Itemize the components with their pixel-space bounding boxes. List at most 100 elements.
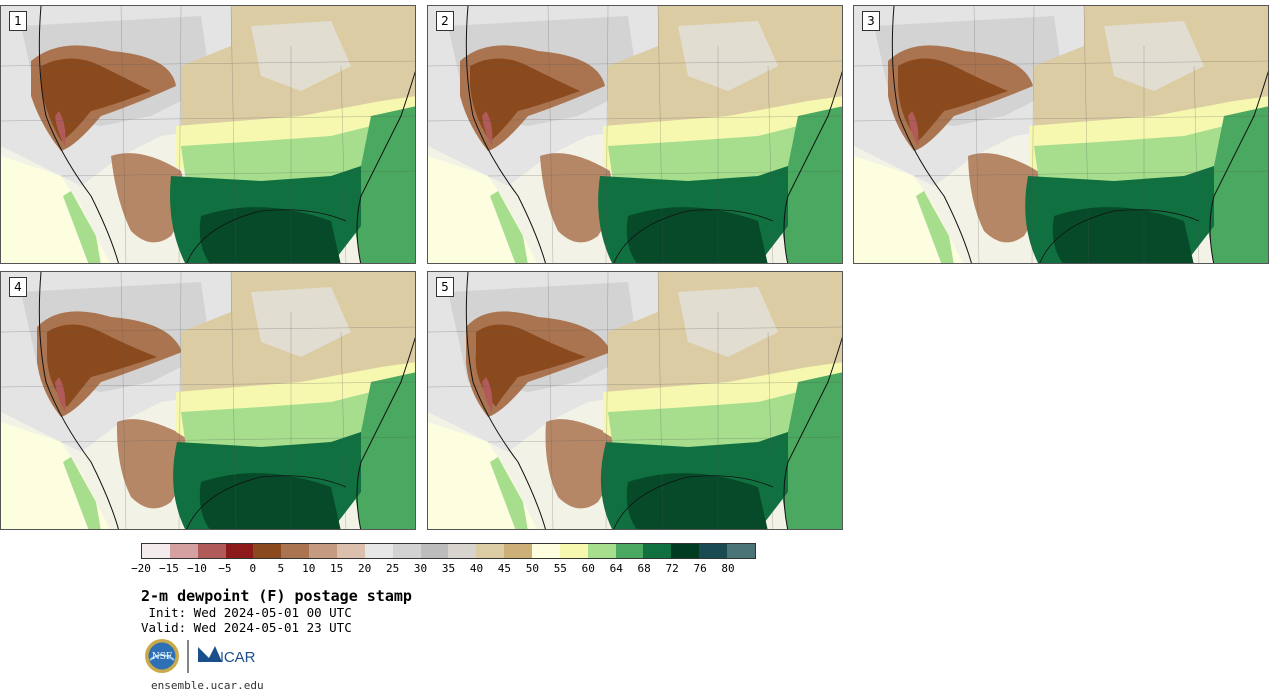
- chart-title: 2-m dewpoint (F) postage stamp: [141, 587, 412, 605]
- colorbar-bin: [532, 544, 560, 558]
- dewpoint-map: [1, 272, 415, 529]
- state-boundary: [913, 170, 1268, 177]
- southwest-dry: [968, 153, 1040, 243]
- great-lakes-gray: [678, 287, 778, 357]
- gulf-of-mexico: [199, 473, 341, 529]
- state-boundary: [547, 272, 554, 529]
- state-boundary: [60, 436, 415, 443]
- colorbar-tick-label: 72: [665, 562, 679, 575]
- state-boundary: [428, 326, 842, 333]
- dewpoint-map: [1, 6, 415, 263]
- map-panel-4: 4: [0, 271, 416, 530]
- state-boundary: [230, 272, 237, 529]
- colorbar-tick-label: 64: [609, 562, 623, 575]
- atlantic-ocean: [351, 106, 415, 263]
- colorbar-tick-label: 30: [413, 562, 428, 575]
- state-boundary: [120, 272, 127, 529]
- state-boundary: [657, 272, 664, 529]
- colorbar-tick-label: 20: [358, 562, 372, 575]
- great-lakes-gray: [251, 21, 351, 91]
- colorbar-tick-label: 10: [302, 562, 316, 575]
- state-boundary: [428, 381, 842, 388]
- southwest-dry: [111, 153, 185, 243]
- member-label: 4: [9, 277, 27, 297]
- state-boundary: [487, 436, 842, 443]
- colorbar-bin: [420, 544, 449, 558]
- valid-time: Valid: Wed 2024-05-01 23 UTC: [141, 620, 352, 635]
- state-boundary: [428, 60, 842, 67]
- east-coastline: [356, 336, 415, 529]
- great-basin-very-dry: [898, 58, 1008, 141]
- state-boundary: [1031, 6, 1035, 263]
- colorbar-bin: [309, 544, 338, 558]
- colorbar-bin: [197, 544, 226, 558]
- baja-moist: [63, 191, 101, 263]
- great-basin-very-dry: [470, 58, 580, 141]
- colorbar-tick-label: −5: [218, 562, 232, 575]
- great-basin-very-dry: [46, 324, 157, 407]
- colorbar-tick-label: −10: [186, 562, 207, 575]
- colorbar-bin: [727, 544, 755, 558]
- dewpoint-map: [428, 272, 842, 529]
- very-dry-core: [482, 111, 493, 146]
- state-boundary: [340, 65, 347, 263]
- member-label: 3: [862, 11, 880, 31]
- west-coastline: [38, 6, 119, 263]
- site-url: ensemble.ucar.edu: [151, 679, 264, 692]
- colorbar-tick-label: 40: [469, 562, 484, 575]
- init-time: Init: Wed 2024-05-01 00 UTC: [141, 605, 352, 620]
- atlantic-ocean: [778, 106, 842, 263]
- gulf-coastline: [1039, 209, 1200, 263]
- state-boundary: [428, 115, 842, 122]
- colorbar-bin: [587, 544, 616, 558]
- colorbar-bin: [142, 544, 170, 558]
- colorbar-bin: [225, 544, 254, 558]
- southwest-dry: [545, 419, 617, 509]
- state-boundary: [854, 115, 1268, 122]
- atlantic-ocean: [778, 372, 842, 529]
- state-boundary: [178, 272, 182, 529]
- atlantic-ocean: [351, 372, 415, 529]
- east-coastline: [1209, 70, 1268, 263]
- map-panel-1: 1: [0, 5, 416, 264]
- baja-moist: [916, 191, 954, 263]
- ncar-logo-text: NCAR: [213, 649, 256, 666]
- colorbar-tick-label: 35: [441, 562, 456, 575]
- map-panel-5: 5: [427, 271, 843, 530]
- member-label: 1: [9, 11, 27, 31]
- state-boundary: [1, 381, 415, 388]
- state-boundary: [547, 6, 554, 263]
- very-dry-core: [55, 377, 66, 412]
- colorbar-bin: [476, 544, 505, 558]
- colorbar-tick-label: 68: [637, 562, 651, 575]
- southwest-dry: [116, 419, 188, 509]
- state-boundary: [340, 331, 347, 529]
- great-lakes-gray: [1104, 21, 1204, 91]
- colorbar-bin: [448, 544, 477, 558]
- colorbar-tick-label: −15: [159, 562, 179, 575]
- nsf-logo-icon: NSF: [145, 639, 179, 673]
- colorbar-bin: [169, 544, 198, 558]
- colorbar-bin: [337, 544, 365, 558]
- state-boundary: [230, 6, 237, 263]
- state-boundary: [767, 65, 774, 263]
- colorbar-tick-label: 5: [277, 562, 285, 575]
- dewpoint-map: [854, 6, 1268, 263]
- gulf-of-mexico: [626, 473, 768, 529]
- east-coastline: [783, 70, 842, 263]
- colorbar-bin: [699, 544, 728, 558]
- east-coastline: [783, 336, 842, 529]
- state-boundary: [767, 331, 774, 529]
- gulf-coastline: [186, 475, 347, 529]
- map-panel-2: 2: [427, 5, 843, 264]
- state-boundary: [605, 6, 609, 263]
- gulf-coastline: [186, 209, 347, 263]
- very-dry-core: [482, 377, 493, 412]
- colorbar-tick-label: 50: [525, 562, 539, 575]
- nsf-logo-text: NSF: [152, 652, 172, 662]
- east-coastline: [356, 70, 415, 263]
- colorbar-tick-label: 76: [693, 562, 707, 575]
- very-dry-core: [55, 111, 66, 146]
- colorbar-bin: [504, 544, 533, 558]
- colorbar-bin: [559, 544, 588, 558]
